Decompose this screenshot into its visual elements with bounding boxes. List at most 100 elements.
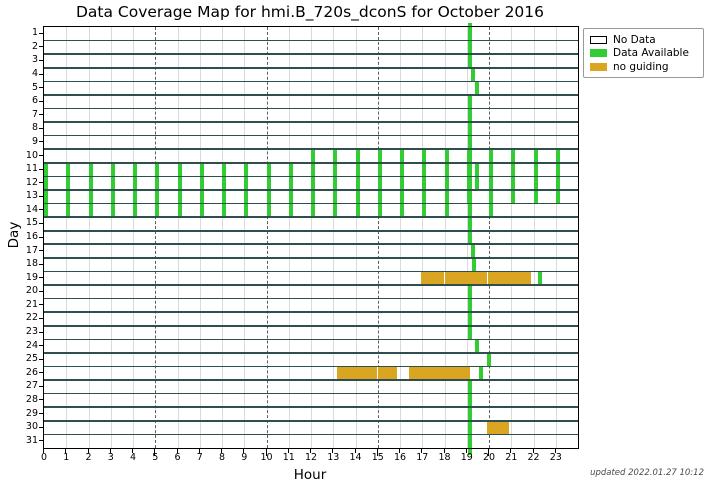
hour-gridline [555,27,557,448]
y-tick-label: 12 [25,176,38,188]
hour-gridline-major [155,27,157,448]
data-available-bar [355,176,360,190]
x-tick [43,449,44,453]
day-separator-line [44,189,578,191]
data-available-bar [486,352,491,367]
data-available-bar [333,162,338,177]
y-tick-label: 22 [25,312,38,324]
data-available-bar [474,339,479,353]
data-available-bar [489,149,493,163]
y-tick [39,290,43,292]
x-tick-label: 11 [282,452,295,463]
data-available-bar [472,257,477,272]
data-available-bar [88,162,93,177]
data-available-bar [533,149,538,163]
y-tick [39,413,43,415]
data-available-bar [377,162,382,177]
x-tick-label: 20 [482,452,496,463]
legend-swatch [590,49,607,58]
y-tick [39,358,43,360]
data-available-bar [377,176,382,190]
data-available-bar [467,312,472,326]
data-available-bar [88,189,93,204]
y-tick-label: 17 [25,244,38,256]
data-available-bar [400,203,404,218]
day-separator-line [44,338,578,341]
x-tick [154,449,156,456]
data-available-bar [474,176,479,190]
data-available-bar [66,162,71,177]
data-available-bar [266,203,271,218]
x-tick [488,449,489,456]
data-available-bar [444,176,449,190]
no-guiding-bar [337,366,378,381]
data-available-bar [555,176,560,190]
legend-label: no guiding [613,60,669,73]
y-tick-label: 20 [25,285,38,297]
y-tick-label: 9 [31,135,38,147]
y-tick [39,127,43,129]
data-available-bar [133,176,137,190]
data-available-bar [474,162,479,177]
data-available-bar [44,189,48,204]
y-tick [39,155,43,157]
day-separator-line [44,80,578,83]
y-tick [39,87,43,89]
legend: No Data Data Available no guiding [583,28,704,78]
data-available-bar [133,203,137,218]
data-available-bar [177,176,182,190]
x-tick [265,449,267,456]
no-guiding-bar [486,420,510,435]
data-available-bar [467,298,472,313]
y-tick [39,209,43,211]
x-tick-label: 12 [304,452,318,463]
no-guiding-bar [421,271,445,286]
x-tick [554,449,556,453]
data-available-bar [377,189,382,204]
data-available-bar [355,149,360,163]
data-available-bar [355,162,360,177]
hour-gridline [222,27,223,448]
day-separator-line [44,162,578,164]
data-available-bar [511,162,516,177]
data-available-bar [511,149,516,163]
chart-title: Data Coverage Map for hmi.B_720s_dconS f… [75,3,545,21]
day-separator-line [44,257,578,259]
y-tick-label: 16 [25,231,38,242]
y-tick [39,372,43,374]
x-tick-label: 0 [40,452,48,463]
y-tick-label: 6 [31,95,38,107]
data-available-column-stub-bottom [467,449,472,455]
data-available-bar [467,40,472,55]
y-tick-label: 1 [31,27,38,39]
data-available-bar [266,189,271,204]
data-available-bar [489,176,493,190]
y-tick [39,426,43,428]
data-available-bar [444,149,449,163]
x-tick-label: 16 [393,452,407,463]
data-available-bar [467,149,472,163]
data-available-bar [177,203,182,218]
data-available-bar [155,162,160,177]
day-separator-line [44,270,578,273]
data-available-bar [288,176,293,190]
legend-label: No Data [613,33,656,46]
data-available-bar [110,176,115,190]
data-available-bar [244,203,249,218]
x-tick [221,449,222,453]
y-tick-label: 4 [31,68,38,80]
data-available-bar [288,203,293,218]
data-available-bar [110,203,115,218]
data-available-bar [155,189,160,204]
day-separator-line [44,94,578,96]
data-available-bar [489,162,493,177]
data-available-bar [467,54,472,68]
data-available-bar [155,203,160,218]
data-available-bar [88,176,93,190]
day-separator-line [44,324,578,327]
data-available-bar [333,149,338,163]
legend-item: No Data [590,33,697,47]
day-separator-line [44,121,578,123]
legend-label: Data Available [613,47,689,60]
data-available-bar [222,162,226,177]
